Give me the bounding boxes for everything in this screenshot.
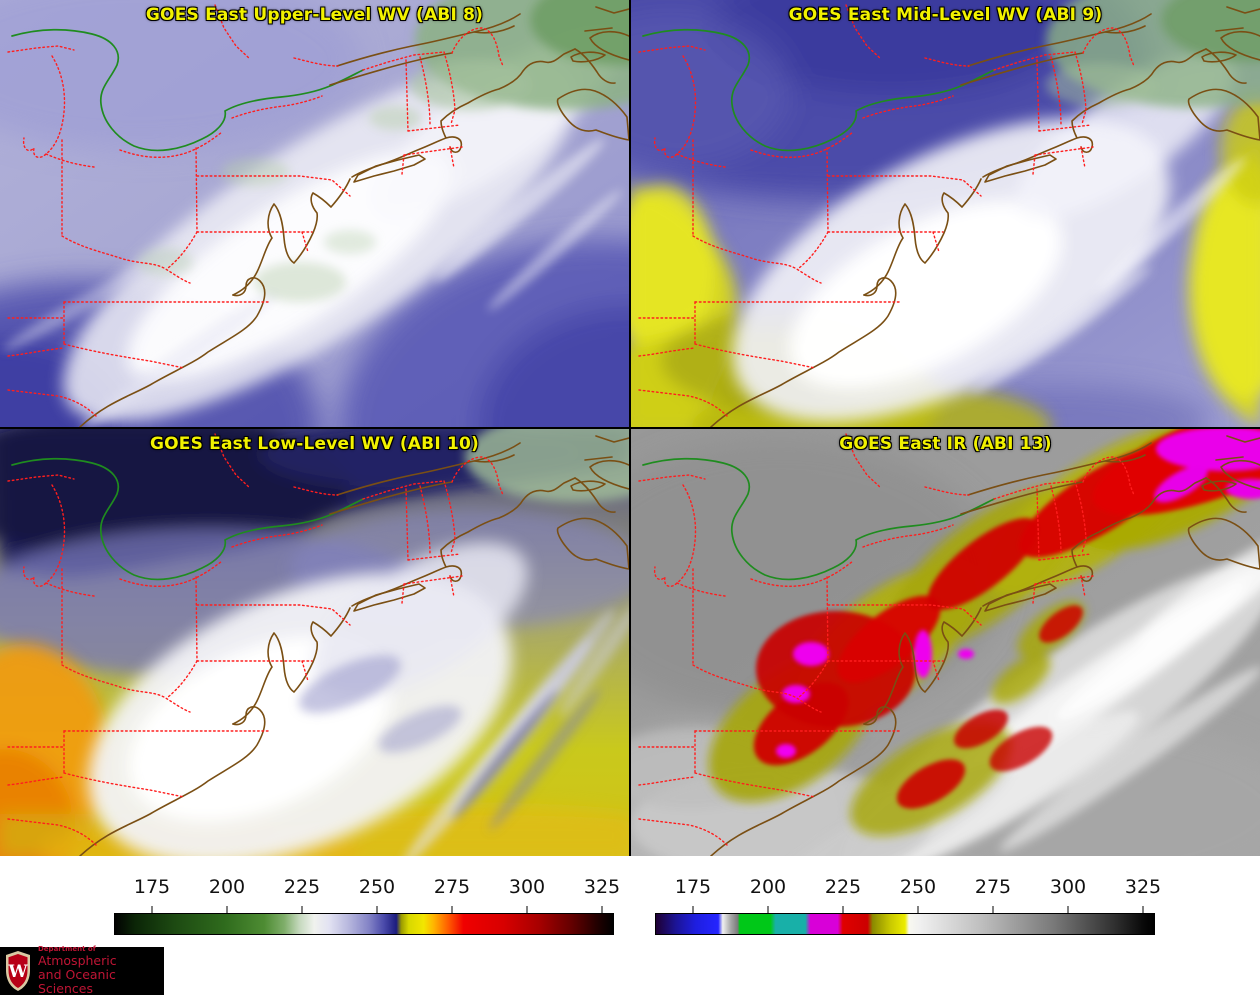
colorbar-tick [151, 906, 153, 913]
colorbar-tick-label: 300 [508, 876, 546, 898]
colorbar-tick [1142, 906, 1144, 913]
uw-crest-icon: W [6, 951, 30, 991]
ir-colorbar: 175 200 225 250 275 300 325 [655, 856, 1161, 940]
colorbar-tick [692, 906, 694, 913]
colorbar-tick-label: 300 [1049, 876, 1087, 898]
colorbar-tick-label: 225 [824, 876, 862, 898]
colorbar-tick [301, 906, 303, 913]
colorbar-tick-label: 250 [899, 876, 937, 898]
colorbar-tick [601, 906, 603, 913]
panel-upper-level-wv: GOES East Upper-Level WV (ABI 8) [0, 0, 629, 427]
uw-aos-logo-text: Department of Atmospheric and Oceanic Sc… [38, 945, 162, 996]
logo-dept-line: Department of [38, 945, 96, 954]
colorbar-tick-label: 325 [1124, 876, 1162, 898]
ir-colorbar-labels: 175 200 225 250 275 300 325 [655, 876, 1161, 900]
colorbar-tick [767, 906, 769, 913]
colorbar-tick [1067, 906, 1069, 913]
logo-line-2: and Oceanic Sciences [38, 966, 116, 996]
panel-low-level-wv: GOES East Low-Level WV (ABI 10) [0, 429, 629, 856]
svg-text:W: W [7, 962, 28, 982]
colorbar-tick-label: 200 [749, 876, 787, 898]
ir-image [631, 429, 1260, 856]
wv-colorbar-ticks [114, 906, 614, 913]
panel-title-mid-level-wv: GOES East Mid-Level WV (ABI 9) [788, 5, 1103, 25]
colorbar-tick [226, 906, 228, 913]
ir-colorbar-gradient [655, 913, 1155, 935]
panel-mid-level-wv: GOES East Mid-Level WV (ABI 9) [631, 0, 1260, 427]
uw-aos-logo: W Department of Atmospheric and Oceanic … [0, 945, 164, 996]
colorbar-tick [917, 906, 919, 913]
mid-level-wv-image [631, 0, 1260, 427]
upper-level-wv-image [0, 0, 629, 427]
colorbar-tick [526, 906, 528, 913]
panel-ir: GOES East IR (ABI 13) [631, 429, 1260, 856]
colorbar-tick [376, 906, 378, 913]
colorbar-tick-label: 175 [133, 876, 171, 898]
wv-colorbar-labels: 175 200 225 250 275 300 325 [114, 876, 620, 900]
colorbar-tick-label: 200 [208, 876, 246, 898]
colorbar-tick [992, 906, 994, 913]
footer: 175 200 225 250 275 300 325 175 200 225 250 275 300… [0, 856, 1260, 999]
logo-line-1: Atmospheric [38, 952, 117, 968]
colorbar-tick [842, 906, 844, 913]
ir-colorbar-ticks [655, 906, 1155, 913]
satellite-panel-grid: GOES East Upper-Level WV (ABI 8) [0, 0, 1260, 856]
colorbar-tick [451, 906, 453, 913]
wv-colorbar-gradient [114, 913, 614, 935]
colorbar-tick-label: 250 [358, 876, 396, 898]
colorbar-tick-label: 175 [674, 876, 712, 898]
panel-title-upper-level-wv: GOES East Upper-Level WV (ABI 8) [145, 5, 484, 25]
colorbar-tick-label: 325 [583, 876, 621, 898]
colorbar-tick-label: 275 [433, 876, 471, 898]
panel-title-low-level-wv: GOES East Low-Level WV (ABI 10) [149, 434, 479, 454]
wv-colorbar: 175 200 225 250 275 300 325 [114, 856, 620, 940]
colorbar-tick-label: 275 [974, 876, 1012, 898]
colorbar-tick-label: 225 [283, 876, 321, 898]
low-level-wv-image [0, 429, 629, 856]
panel-title-ir: GOES East IR (ABI 13) [839, 434, 1052, 454]
